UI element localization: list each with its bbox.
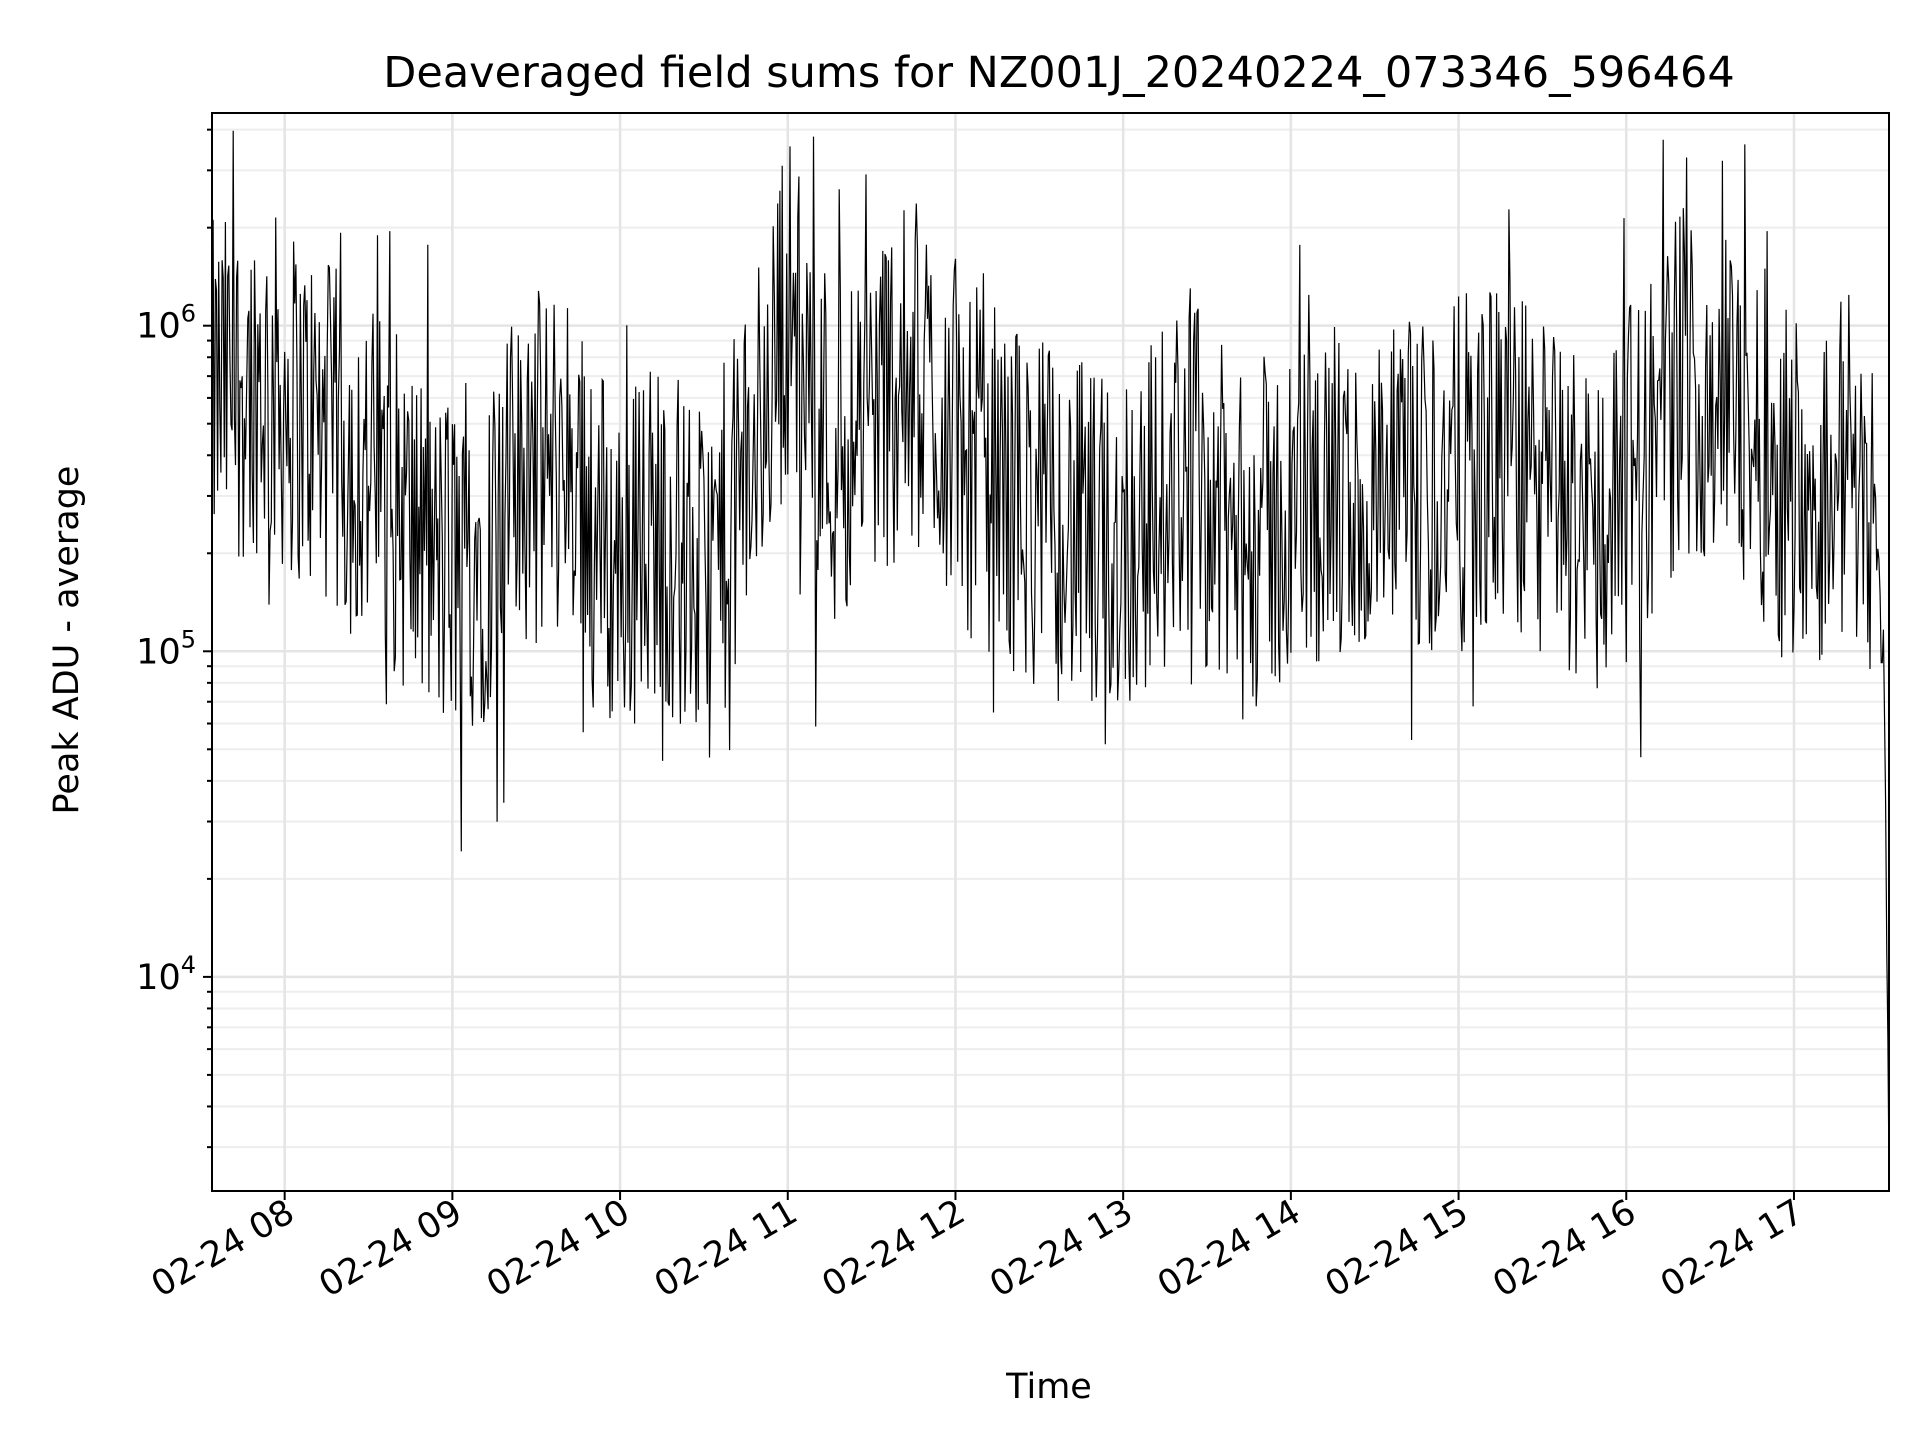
chart-title: Deaveraged field sums for NZ001J_2024022… [383,48,1734,98]
series-line [211,130,1890,1175]
y-tick-label: 104 [136,951,196,998]
grid [212,113,1889,1191]
plot-area [211,112,1890,1192]
x-axis-label: Time [1005,1367,1092,1407]
y-axis-label: Peak ADU - average [47,466,87,815]
y-tick-label: 105 [136,625,196,672]
y-tick-label: 106 [136,300,196,347]
y-axis: 104 105 106 [136,128,212,1149]
